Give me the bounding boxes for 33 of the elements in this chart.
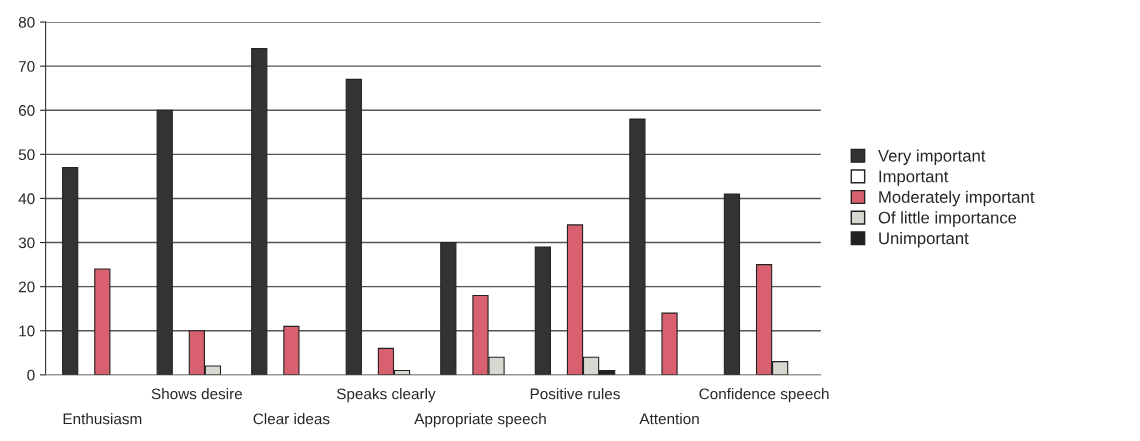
bar (661, 312, 678, 375)
legend-label: Of little importance (878, 211, 1017, 227)
bar (723, 193, 741, 375)
y-tick-label: 40 (18, 193, 35, 205)
bar (440, 241, 457, 375)
bar (283, 325, 300, 375)
bar (62, 167, 79, 375)
y-tick-label: 70 (18, 61, 35, 72)
y-tick-label: 0 (27, 369, 35, 381)
y-tick-label: 80 (18, 16, 35, 28)
x-tick-label: Shows desire (151, 388, 243, 400)
x-tick-label: Clear ideas (253, 413, 330, 425)
x-tick-label: Positive rules (530, 388, 620, 400)
y-tick-label: 50 (18, 149, 35, 161)
bar (251, 47, 268, 375)
legend-label: Very important (878, 149, 986, 166)
bar (534, 246, 551, 375)
y-tick-label: 10 (19, 325, 35, 337)
y-tick-label: 20 (18, 281, 35, 293)
bar (629, 118, 646, 375)
bar (94, 268, 111, 375)
x-tick-label: Attention (639, 413, 699, 425)
y-tick-label: 60 (18, 105, 35, 116)
legend-label: Important (879, 170, 949, 186)
x-tick-label: Speaks clearly (336, 388, 436, 403)
legend-label: Moderately important (879, 190, 1035, 207)
y-tick-label: 30 (18, 237, 35, 249)
x-tick-label: Confidence speech (699, 388, 829, 403)
x-tick-label: Appropriate speech (414, 413, 546, 428)
bar (345, 78, 362, 375)
x-tick-label: Enthusiasm (63, 413, 142, 425)
bar (156, 109, 173, 375)
legend-label: Unimportant (879, 231, 969, 248)
